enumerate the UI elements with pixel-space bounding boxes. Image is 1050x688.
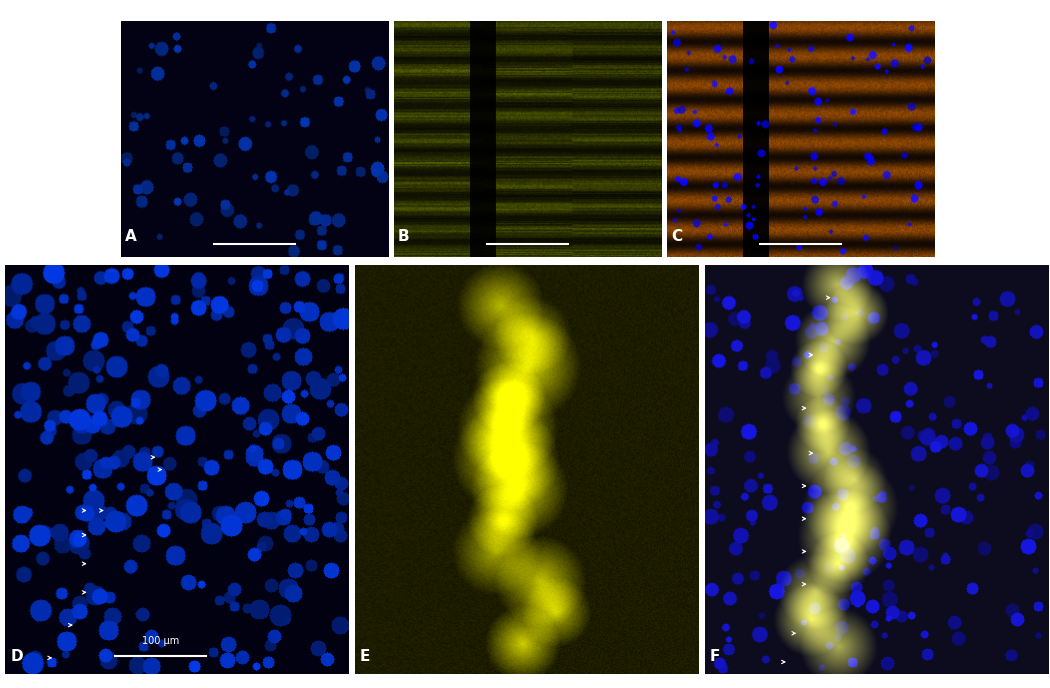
- Text: A: A: [125, 228, 136, 244]
- Text: D: D: [10, 649, 23, 664]
- Text: B: B: [398, 228, 410, 244]
- Text: C: C: [671, 228, 681, 244]
- Text: 100 μm: 100 μm: [142, 636, 180, 645]
- Text: F: F: [710, 649, 720, 664]
- Text: E: E: [360, 649, 371, 664]
